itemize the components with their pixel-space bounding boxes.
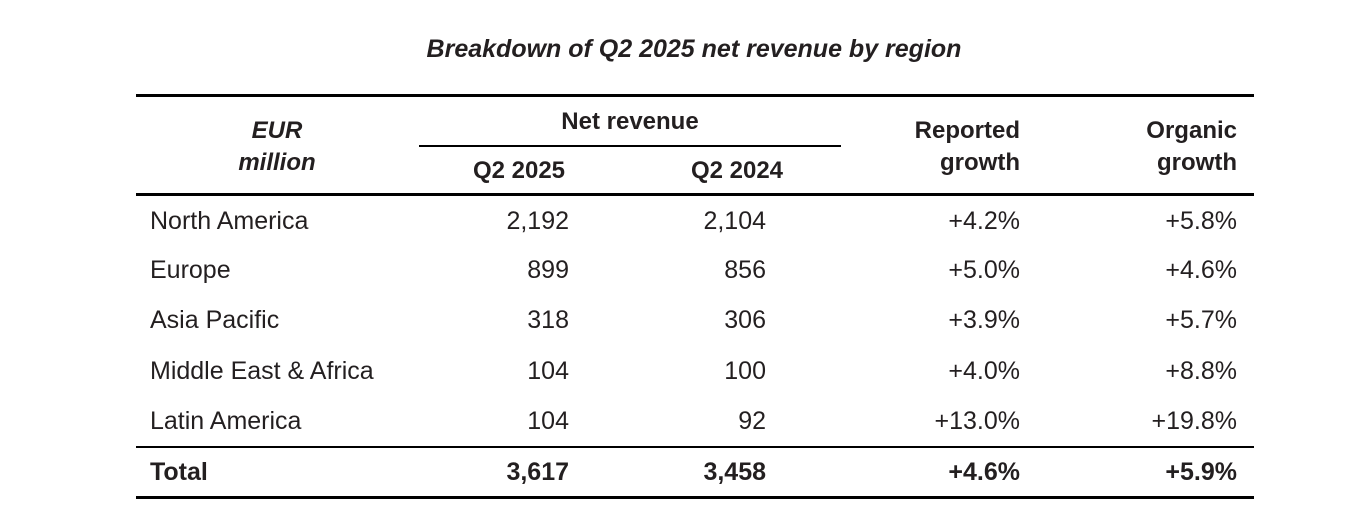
column-header-reported-growth: Reported growth xyxy=(860,115,1020,179)
total-organic-growth-cell: +5.9% xyxy=(1165,458,1237,486)
q2-2025-cell: 104 xyxy=(527,407,569,435)
column-header-q2-2024: Q2 2024 xyxy=(690,157,784,184)
region-cell: North America xyxy=(150,207,309,235)
table-row: Europe 899 856 +5.0% +4.6% xyxy=(0,250,1368,290)
q2-2025-cell: 104 xyxy=(527,357,569,385)
total-q2-2024-cell: 3,458 xyxy=(703,458,766,486)
reported-header-line2: growth xyxy=(940,149,1020,176)
table-bottom-rule xyxy=(136,496,1254,499)
total-q2-2025-cell: 3,617 xyxy=(506,458,569,486)
reported-header-line1: Reported xyxy=(914,117,1020,144)
reported-growth-cell: +13.0% xyxy=(934,407,1021,435)
table-row: Middle East & Africa 104 100 +4.0% +8.8% xyxy=(0,351,1368,391)
table-row: Latin America 104 92 +13.0% +19.8% xyxy=(0,401,1368,441)
reported-growth-cell: +5.0% xyxy=(948,256,1020,284)
q2-2025-cell: 318 xyxy=(527,306,569,334)
organic-growth-cell: +5.8% xyxy=(1165,207,1237,235)
region-cell: Europe xyxy=(150,256,231,284)
table-row: Asia Pacific 318 306 +3.9% +5.7% xyxy=(0,300,1368,340)
q2-2024-cell: 2,104 xyxy=(703,207,766,235)
reported-growth-cell: +4.2% xyxy=(948,207,1020,235)
table-top-rule xyxy=(136,94,1254,97)
region-cell: Latin America xyxy=(150,407,302,435)
organic-growth-cell: +19.8% xyxy=(1151,407,1238,435)
region-cell: Middle East & Africa xyxy=(150,357,374,385)
region-cell: Asia Pacific xyxy=(150,306,280,334)
reported-growth-cell: +4.0% xyxy=(948,357,1020,385)
net-revenue-group-header: Net revenue xyxy=(561,108,699,135)
organic-growth-cell: +5.7% xyxy=(1165,306,1237,334)
column-header-q2-2025: Q2 2025 xyxy=(472,157,566,184)
header-bottom-rule xyxy=(136,193,1254,196)
unit-header-line2: million xyxy=(238,149,316,176)
q2-2025-cell: 2,192 xyxy=(506,207,569,235)
unit-header-line1: EUR xyxy=(251,117,303,144)
q2-2024-cell: 92 xyxy=(738,407,766,435)
total-top-rule xyxy=(136,446,1254,448)
organic-header-line1: Organic xyxy=(1146,117,1237,144)
organic-header-line2: growth xyxy=(1157,149,1237,176)
column-header-organic-growth: Organic growth xyxy=(1078,115,1237,179)
unit-header: EUR million xyxy=(136,115,418,179)
table-row: North America 2,192 2,104 +4.2% +5.8% xyxy=(0,201,1368,241)
q2-2024-cell: 100 xyxy=(724,357,766,385)
organic-growth-cell: +4.6% xyxy=(1165,256,1237,284)
organic-growth-cell: +8.8% xyxy=(1165,357,1237,385)
q2-2024-cell: 856 xyxy=(724,256,766,284)
reported-growth-cell: +3.9% xyxy=(948,306,1020,334)
total-label-cell: Total xyxy=(150,458,208,486)
table-title: Breakdown of Q2 2025 net revenue by regi… xyxy=(426,35,962,63)
q2-2025-cell: 899 xyxy=(527,256,569,284)
q2-2024-cell: 306 xyxy=(724,306,766,334)
total-reported-growth-cell: +4.6% xyxy=(948,458,1020,486)
net-revenue-group-rule xyxy=(419,145,841,147)
total-row: Total 3,617 3,458 +4.6% +5.9% xyxy=(0,452,1368,492)
